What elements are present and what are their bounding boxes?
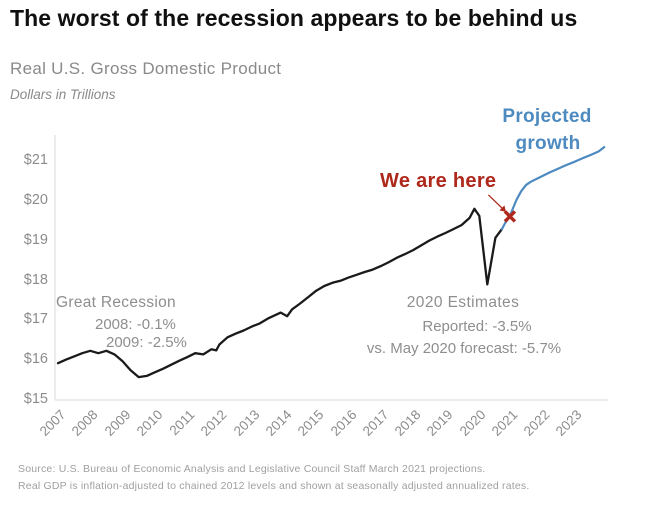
source-note-line2: Real GDP is inflation-adjusted to chaine…	[18, 480, 530, 492]
annotation-arrowhead	[499, 205, 506, 212]
y-tick-label: $15	[23, 391, 48, 407]
great-recession-2009-value: 2009: -2.5%	[106, 334, 187, 351]
source-note-line1: Source: U.S. Bureau of Economic Analysis…	[18, 463, 486, 475]
estimates-2020-forecast: vs. May 2020 forecast: -5.7%	[366, 340, 562, 357]
units-label: Dollars in Trillions	[10, 87, 116, 102]
y-tick-label: $20	[23, 192, 48, 208]
gdp-projection-line	[500, 146, 606, 231]
estimates-2020-reported: Reported: -3.5%	[422, 318, 532, 335]
estimates-2020-label: 2020 Estimates	[406, 294, 520, 311]
y-tick-label: $21	[23, 152, 48, 169]
y-tick-label: $18	[23, 271, 48, 288]
annotation-arrow	[487, 194, 504, 210]
we-are-here-label: We are here	[380, 170, 497, 192]
y-tick-label: $17	[23, 311, 48, 328]
projected-growth-label-line1: Projected	[502, 106, 592, 127]
y-tick-label: $19	[23, 231, 48, 248]
projected-growth-label-line2: growth	[515, 133, 581, 154]
y-tick-label: $16	[23, 351, 48, 368]
great-recession-2008-value: 2008: -0.1%	[95, 316, 176, 333]
page-title: The worst of the recession appears to be…	[10, 5, 578, 31]
we-are-here-x-icon	[503, 210, 517, 223]
chart-subtitle: Real U.S. Gross Domestic Product	[10, 59, 282, 78]
gdp-historical-line	[56, 207, 504, 379]
great-recession-label: Great Recession	[56, 294, 176, 311]
